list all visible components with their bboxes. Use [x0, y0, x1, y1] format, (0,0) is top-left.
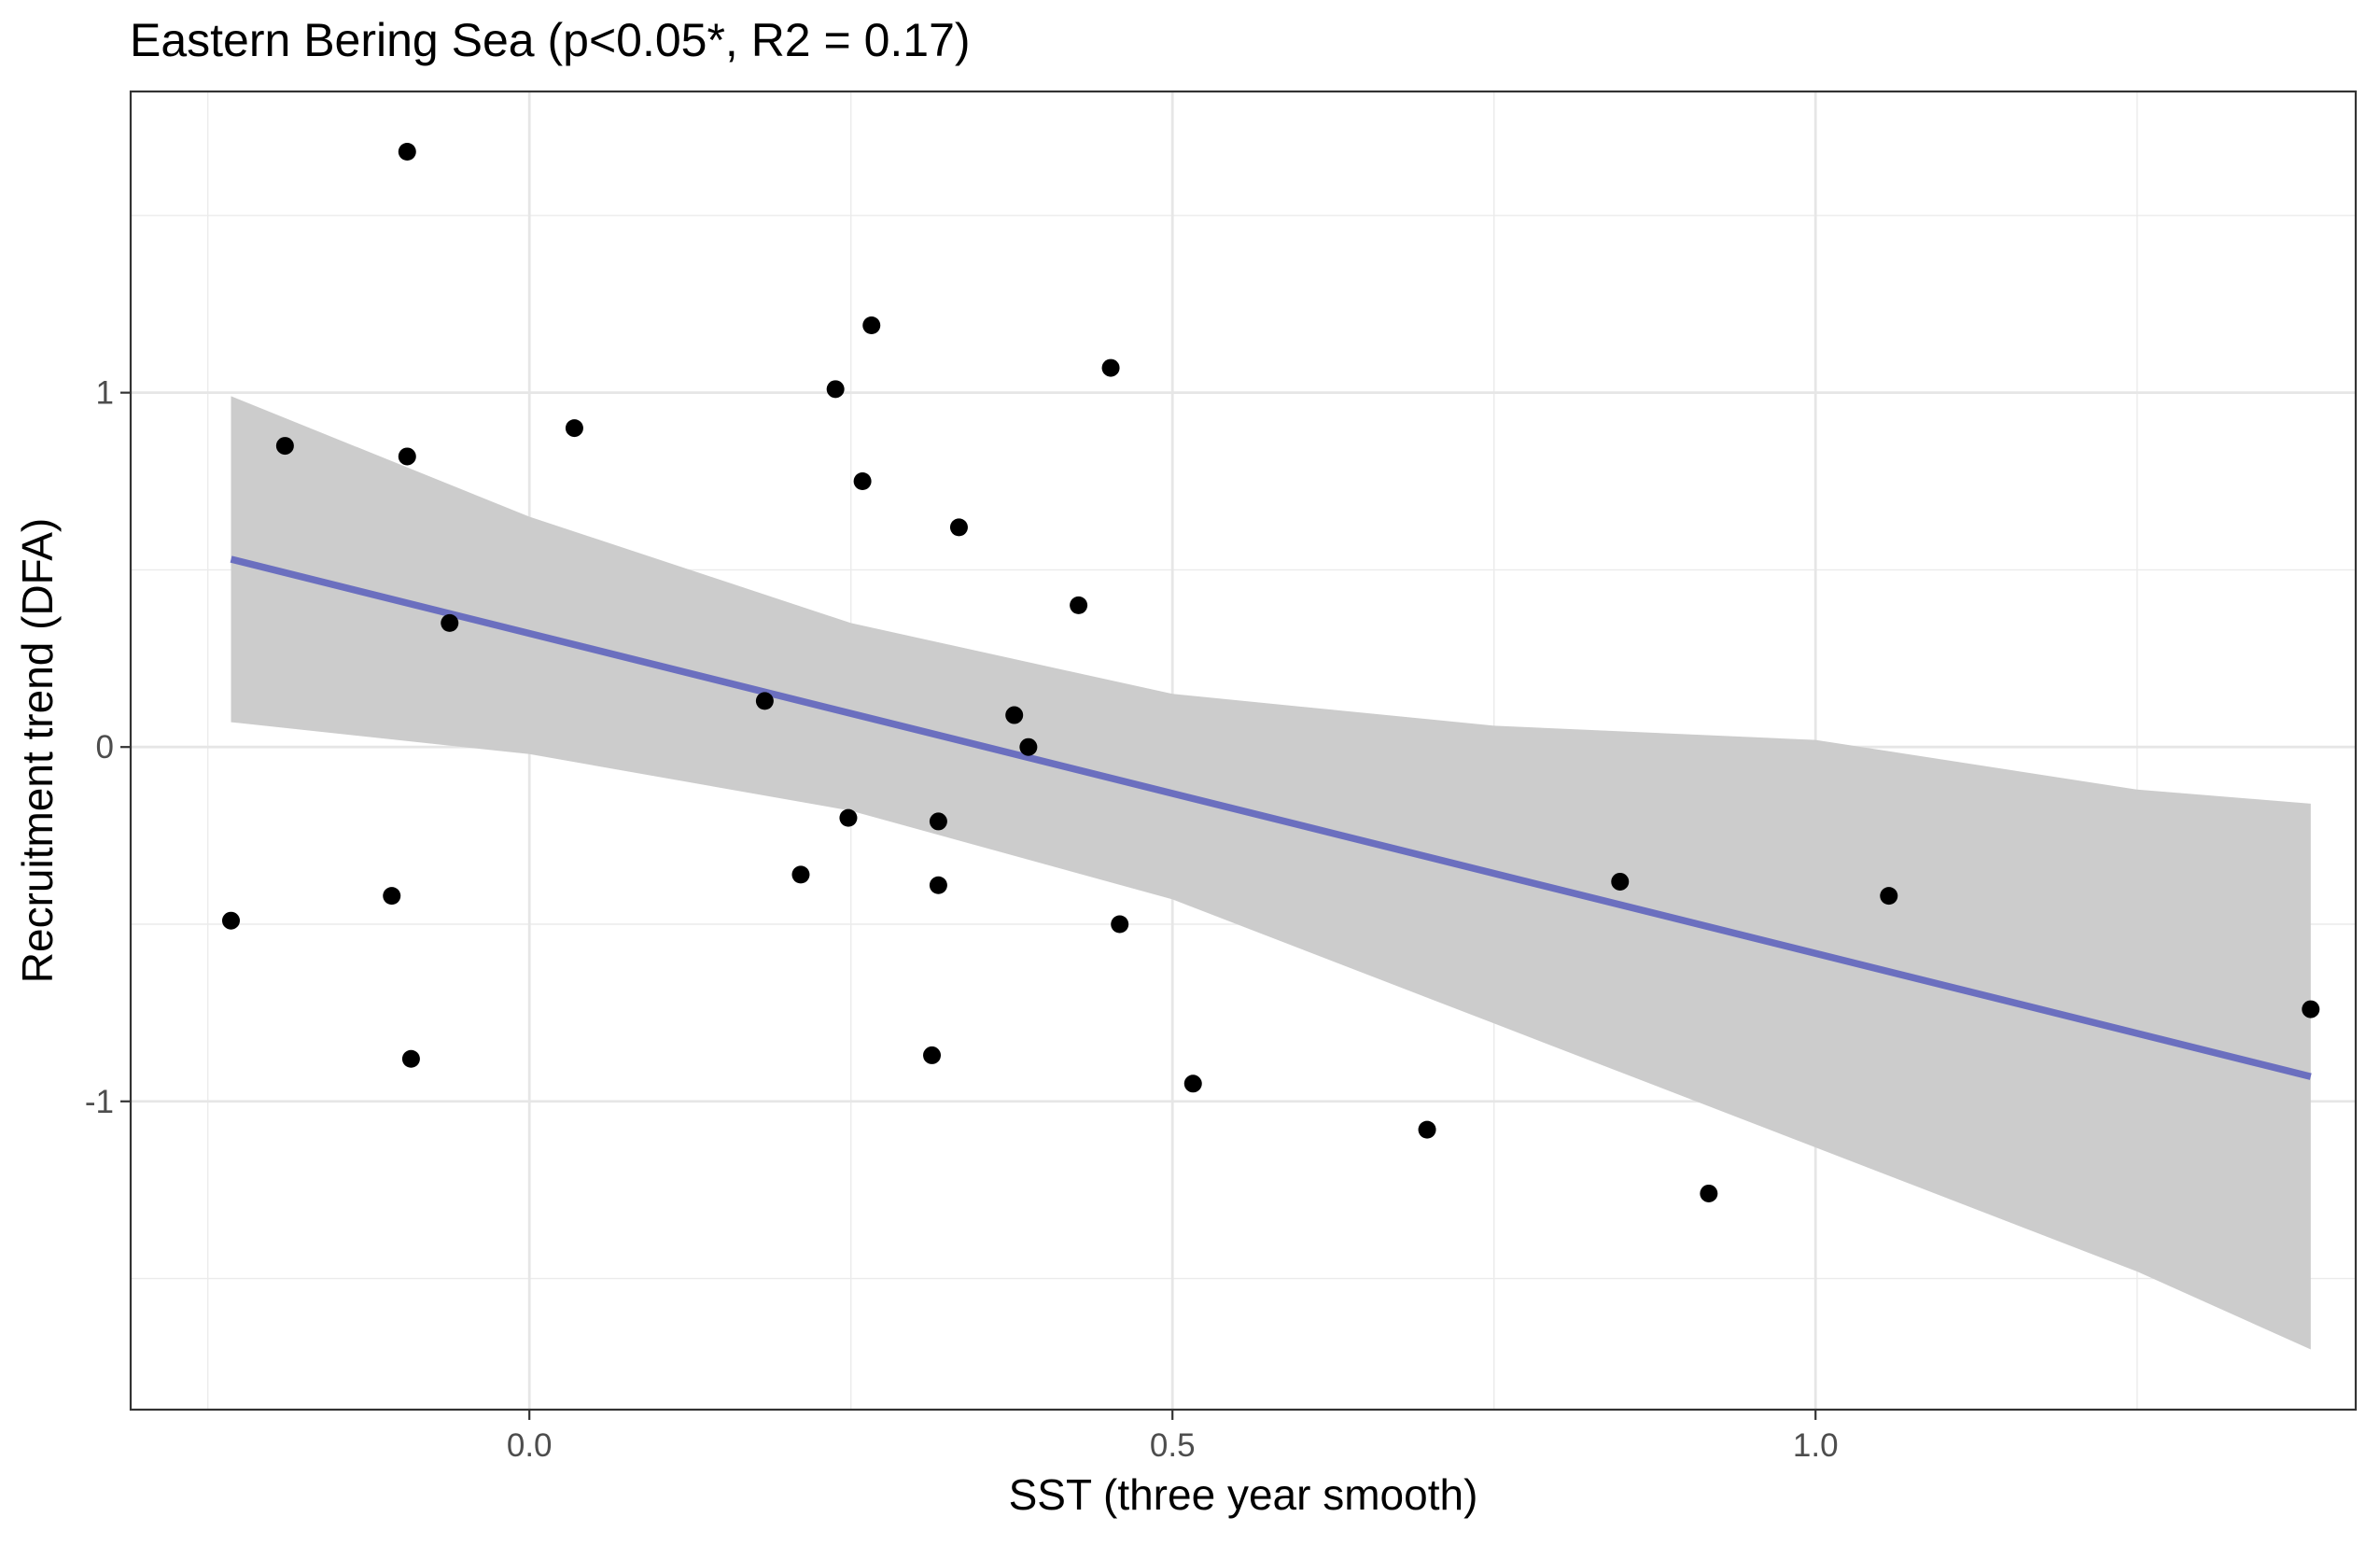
data-point: [383, 887, 401, 906]
data-point: [441, 613, 459, 632]
data-point: [1019, 737, 1038, 756]
data-point: [826, 380, 845, 399]
y-axis-ticks: -1 0 1: [85, 375, 131, 1120]
data-point: [398, 447, 416, 466]
data-point: [1101, 358, 1120, 377]
data-point: [929, 876, 947, 894]
data-point: [221, 911, 240, 930]
y-tick-label: 0: [96, 729, 114, 765]
y-tick-label: -1: [85, 1084, 114, 1120]
confidence-band: [231, 396, 2311, 1350]
fit-layer: [230, 396, 2312, 1350]
plot-panel-border: [129, 90, 2358, 1412]
x-tick-label: 1.0: [1793, 1427, 1839, 1464]
regression-line: [230, 555, 2312, 1080]
x-axis-title: SST (three year smooth): [1009, 1470, 1478, 1519]
data-point: [1005, 706, 1024, 724]
data-point: [1611, 872, 1630, 891]
data-point: [862, 316, 881, 335]
y-axis-title: Recruitment trend (DFA): [13, 518, 62, 983]
x-axis-ticks: 0.0 0.5 1.0: [507, 1410, 1839, 1464]
data-point: [839, 808, 858, 827]
data-point: [929, 812, 947, 831]
data-point: [275, 437, 294, 456]
data-point: [2302, 1000, 2320, 1018]
points-layer: [221, 143, 2320, 1202]
data-point: [791, 865, 810, 884]
x-tick-label: 0.5: [1150, 1427, 1196, 1464]
chart-title: Eastern Bering Sea (p<0.05*, R2 = 0.17): [130, 14, 971, 66]
data-point: [401, 1049, 420, 1068]
data-point: [1418, 1120, 1436, 1139]
data-point: [1183, 1074, 1202, 1093]
data-point: [1880, 887, 1898, 906]
data-point: [923, 1046, 942, 1064]
data-point: [565, 419, 583, 438]
data-point: [1700, 1184, 1718, 1202]
x-tick-label: 0.0: [507, 1427, 553, 1464]
data-point: [398, 143, 416, 162]
data-point: [1070, 596, 1088, 614]
y-tick-label: 1: [96, 375, 114, 412]
data-point: [755, 692, 774, 710]
data-point: [853, 472, 872, 491]
data-point: [949, 518, 968, 537]
data-point: [1111, 915, 1129, 934]
